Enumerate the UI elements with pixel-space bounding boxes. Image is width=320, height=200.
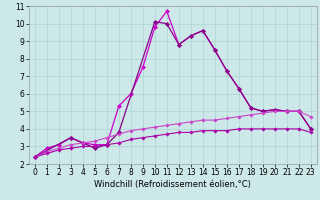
X-axis label: Windchill (Refroidissement éolien,°C): Windchill (Refroidissement éolien,°C) <box>94 180 251 189</box>
